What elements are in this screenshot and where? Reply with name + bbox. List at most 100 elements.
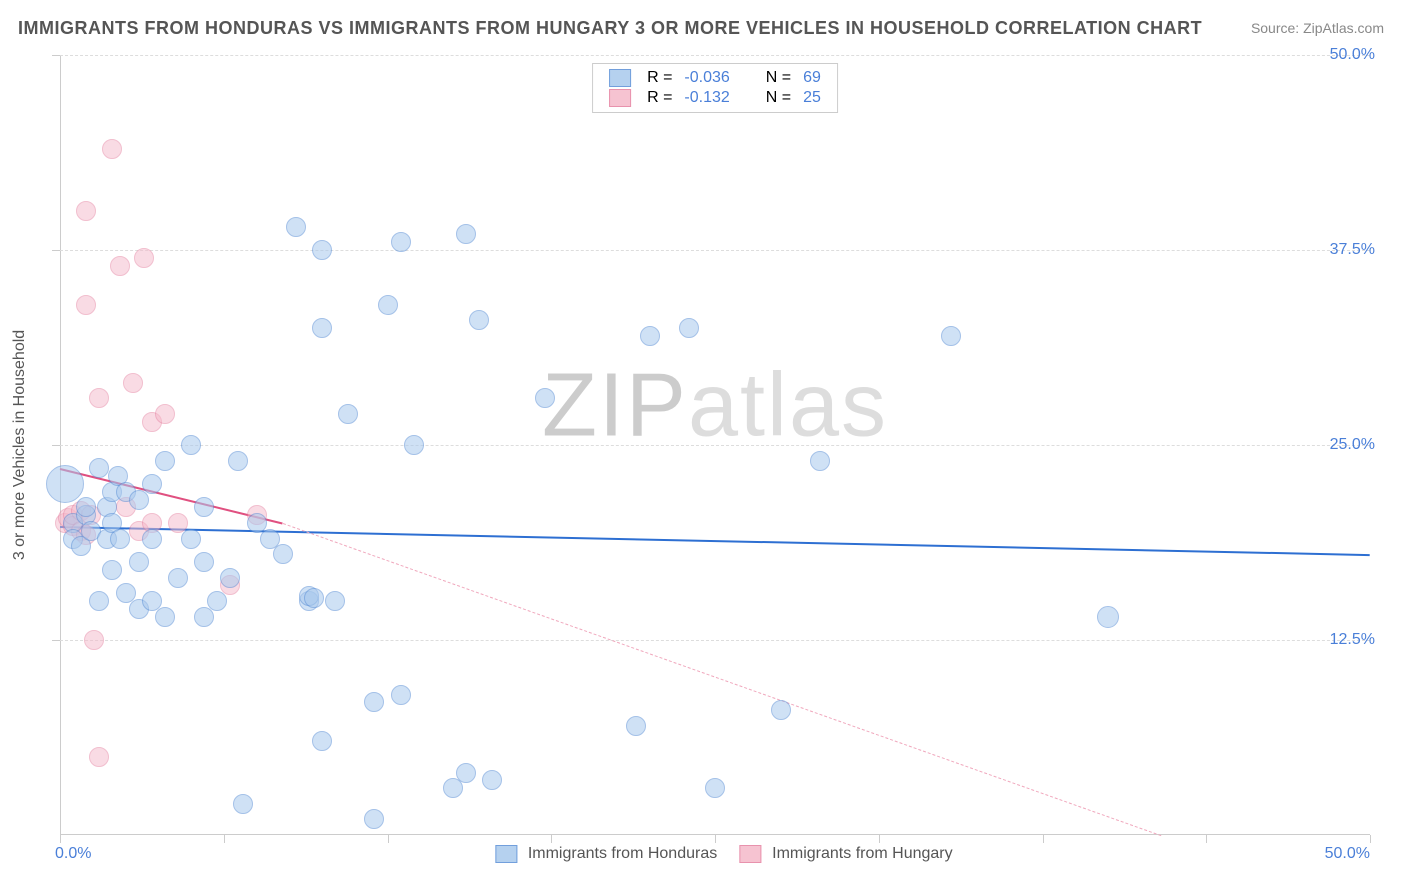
data-point	[705, 778, 725, 798]
n-value-b: 25	[797, 88, 827, 108]
data-point	[155, 451, 175, 471]
data-point	[89, 458, 109, 478]
x-tick	[1206, 835, 1207, 843]
data-point	[142, 474, 162, 494]
data-point	[771, 700, 791, 720]
gridline	[60, 55, 1370, 56]
r-value-b: -0.132	[678, 88, 735, 108]
data-point	[46, 465, 84, 503]
data-point	[129, 552, 149, 572]
legend-stats-row-b: R = -0.132 N = 25	[603, 88, 827, 108]
data-point	[469, 310, 489, 330]
swatch-series-a	[495, 845, 517, 863]
n-label: N =	[760, 88, 797, 108]
legend-label-b: Immigrants from Hungary	[772, 845, 953, 862]
data-point	[134, 248, 154, 268]
data-point	[233, 794, 253, 814]
data-point	[89, 388, 109, 408]
data-point	[273, 544, 293, 564]
x-axis-label-min: 0.0%	[55, 845, 91, 863]
data-point	[312, 240, 332, 260]
chart-area: ZIPatlas 12.5%25.0%37.5%50.0% 3 or more …	[60, 55, 1370, 835]
data-point	[194, 552, 214, 572]
y-tick	[52, 55, 60, 56]
data-point	[142, 529, 162, 549]
gridline	[60, 250, 1370, 251]
gridline	[60, 445, 1370, 446]
data-point	[207, 591, 227, 611]
y-axis-label: 3 or more Vehicles in Household	[11, 330, 29, 560]
data-point	[89, 591, 109, 611]
data-point	[110, 256, 130, 276]
y-tick	[52, 250, 60, 251]
data-point	[194, 497, 214, 517]
legend-stats: R = -0.036 N = 69 R = -0.132 N = 25	[592, 63, 838, 113]
data-point	[325, 591, 345, 611]
data-point	[220, 568, 240, 588]
data-point	[535, 388, 555, 408]
r-label: R =	[641, 68, 678, 88]
data-point	[1097, 606, 1119, 628]
scatter-plot: ZIPatlas 12.5%25.0%37.5%50.0%	[60, 55, 1370, 835]
data-point	[482, 770, 502, 790]
data-point	[110, 529, 130, 549]
data-point	[304, 588, 324, 608]
legend-stats-row-a: R = -0.036 N = 69	[603, 68, 827, 88]
data-point	[338, 404, 358, 424]
data-point	[84, 630, 104, 650]
x-tick	[1370, 835, 1371, 843]
data-point	[456, 224, 476, 244]
gridline	[60, 640, 1370, 641]
data-point	[456, 763, 476, 783]
data-point	[76, 497, 96, 517]
source-label: Source:	[1251, 20, 1303, 36]
data-point	[102, 139, 122, 159]
x-tick	[715, 835, 716, 843]
y-tick-label: 37.5%	[1295, 241, 1375, 259]
data-point	[89, 747, 109, 767]
legend-series: Immigrants from Honduras Immigrants from…	[477, 845, 952, 863]
data-point	[181, 529, 201, 549]
data-point	[404, 435, 424, 455]
y-tick-label: 50.0%	[1295, 46, 1375, 64]
x-tick	[60, 835, 61, 843]
data-point	[181, 435, 201, 455]
data-point	[102, 560, 122, 580]
y-tick	[52, 640, 60, 641]
r-label: R =	[641, 88, 678, 108]
data-point	[640, 326, 660, 346]
data-point	[76, 295, 96, 315]
source-credit: Source: ZipAtlas.com	[1251, 20, 1384, 36]
swatch-series-b	[740, 845, 762, 863]
data-point	[123, 373, 143, 393]
data-point	[228, 451, 248, 471]
n-value-a: 69	[797, 68, 827, 88]
data-point	[168, 568, 188, 588]
data-point	[312, 731, 332, 751]
data-point	[76, 201, 96, 221]
x-axis-label-max: 50.0%	[1325, 845, 1370, 863]
data-point	[312, 318, 332, 338]
data-point	[378, 295, 398, 315]
r-value-a: -0.036	[678, 68, 735, 88]
x-tick	[388, 835, 389, 843]
y-tick-label: 12.5%	[1295, 631, 1375, 649]
swatch-series-a	[609, 69, 631, 87]
swatch-series-b	[609, 89, 631, 107]
source-link[interactable]: ZipAtlas.com	[1303, 20, 1384, 36]
data-point	[155, 607, 175, 627]
data-point	[941, 326, 961, 346]
x-tick	[879, 835, 880, 843]
data-point	[810, 451, 830, 471]
x-tick	[224, 835, 225, 843]
data-point	[286, 217, 306, 237]
data-point	[391, 232, 411, 252]
data-point	[626, 716, 646, 736]
x-tick	[551, 835, 552, 843]
n-label: N =	[760, 68, 797, 88]
data-point	[391, 685, 411, 705]
legend-label-a: Immigrants from Honduras	[528, 845, 717, 862]
chart-title: IMMIGRANTS FROM HONDURAS VS IMMIGRANTS F…	[18, 18, 1202, 39]
data-point	[364, 809, 384, 829]
x-tick	[1043, 835, 1044, 843]
